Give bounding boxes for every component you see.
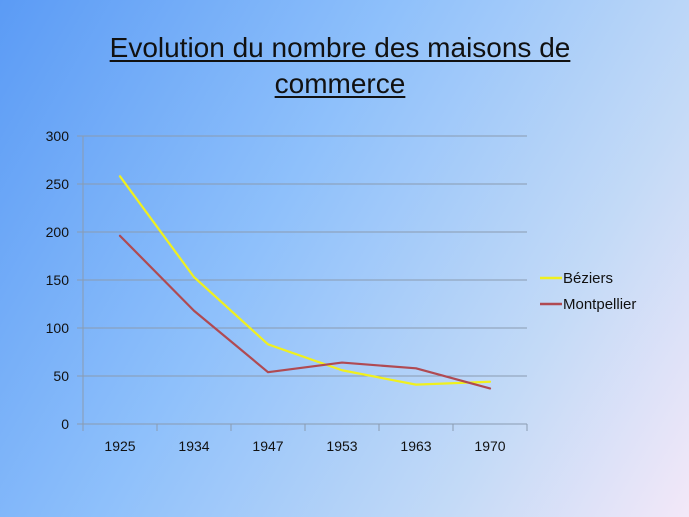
legend: Béziers Montpellier — [540, 270, 636, 313]
x-tick-label: 1947 — [252, 438, 283, 454]
y-axis-ticks: 0 50 100 150 200 250 300 — [46, 128, 83, 432]
title-line-2: commerce — [274, 68, 406, 99]
y-tick-label: 200 — [46, 224, 70, 240]
slide-title: Evolution du nombre des maisons de comme… — [60, 30, 620, 102]
y-tick-label: 0 — [61, 416, 69, 432]
series-line-1 — [118, 234, 492, 390]
x-tick-label: 1963 — [400, 438, 431, 454]
y-tick-label: 50 — [53, 368, 69, 384]
series-line-0 — [118, 175, 492, 386]
y-tick-label: 100 — [46, 320, 70, 336]
legend-label: Béziers — [563, 270, 613, 287]
y-tick-label: 300 — [46, 128, 70, 144]
x-tick-label: 1925 — [104, 438, 135, 454]
gridlines — [83, 135, 527, 377]
y-tick-label: 250 — [46, 176, 70, 192]
title-line-1: Evolution du nombre des maisons de — [109, 32, 571, 63]
series-lines — [118, 175, 492, 390]
legend-label: Montpellier — [563, 296, 636, 313]
x-tick-label: 1934 — [178, 438, 209, 454]
x-axis-ticks: 1925 1934 1947 1953 1963 1970 — [82, 424, 528, 454]
x-tick-label: 1953 — [326, 438, 357, 454]
x-tick-label: 1970 — [474, 438, 505, 454]
y-tick-label: 150 — [46, 272, 70, 288]
